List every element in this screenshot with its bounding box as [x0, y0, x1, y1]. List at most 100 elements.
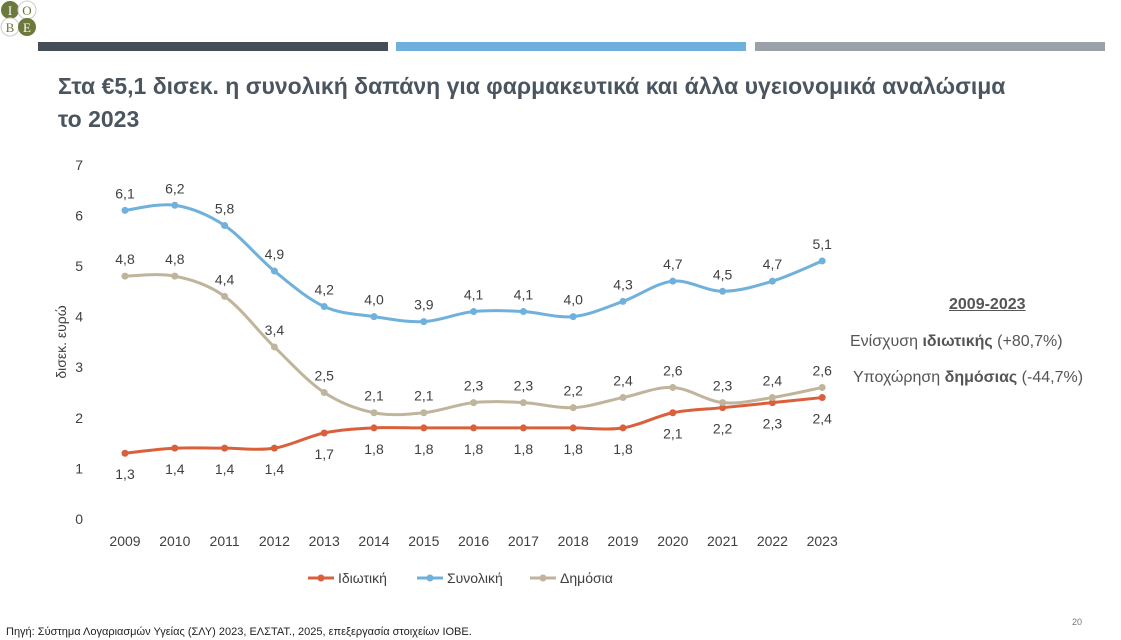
data-label: 4,8 [115, 251, 135, 267]
data-label: 4,8 [165, 251, 185, 267]
data-point [171, 201, 179, 209]
data-point [619, 424, 627, 432]
y-tick-label: 3 [75, 359, 83, 375]
x-tick-label: 2012 [259, 533, 290, 549]
y-tick-label: 6 [75, 207, 83, 223]
x-tick-label: 2023 [807, 533, 838, 549]
header-bar-3 [755, 42, 1105, 51]
data-label: 4,7 [763, 256, 783, 272]
data-label: 4,1 [514, 287, 534, 303]
data-label: 2,3 [763, 416, 783, 432]
data-label: 6,2 [165, 180, 185, 196]
y-tick-label: 0 [75, 511, 83, 527]
data-point [320, 429, 328, 437]
data-label: 2,2 [713, 421, 733, 437]
data-label: 4,5 [713, 266, 733, 282]
data-label: 1,8 [364, 441, 384, 457]
data-label: 2,1 [414, 388, 434, 404]
x-tick-label: 2013 [309, 533, 340, 549]
data-label: 3,4 [265, 322, 285, 338]
data-label: 1,7 [314, 446, 334, 462]
data-label: 4,7 [663, 256, 683, 272]
data-point [420, 318, 428, 326]
data-point [270, 343, 278, 351]
data-point [719, 399, 727, 407]
svg-text:O: O [22, 3, 31, 18]
data-point [370, 409, 378, 417]
data-point [121, 272, 129, 280]
data-point [320, 302, 328, 310]
data-label: 1,8 [464, 441, 484, 457]
y-tick-label: 1 [75, 460, 83, 476]
data-label: 2,3 [713, 378, 733, 394]
x-tick-label: 2009 [109, 533, 140, 549]
data-label: 3,9 [414, 297, 434, 313]
data-label: 1,4 [265, 461, 285, 477]
data-point [669, 383, 677, 391]
data-label: 1,8 [563, 441, 583, 457]
x-tick-label: 2017 [508, 533, 539, 549]
y-axis-label: δισεκ. ευρώ [53, 305, 69, 378]
data-point [370, 424, 378, 432]
side-note-public: Υποχώρηση δημόσιας (-44,7%) [853, 369, 1084, 386]
side-note-private: Ενίσχυση ιδιωτικής (+80,7%) [850, 333, 1063, 350]
data-point [470, 424, 478, 432]
x-tick-label: 2020 [657, 533, 688, 549]
data-point [270, 444, 278, 452]
data-label: 2,3 [514, 378, 534, 394]
y-tick-label: 2 [75, 410, 83, 426]
data-label: 2,4 [763, 373, 783, 389]
data-point [171, 444, 179, 452]
side-heading: 2009-2023 [949, 296, 1026, 313]
data-label: 2,6 [663, 362, 683, 378]
data-point [669, 277, 677, 285]
series-line-1 [124, 203, 823, 324]
y-tick-label: 7 [75, 157, 83, 173]
data-label: 4,0 [563, 292, 583, 308]
data-label: 1,4 [215, 461, 235, 477]
legend-label: Ιδιωτική [338, 570, 387, 586]
data-point [818, 257, 826, 265]
data-point [121, 206, 129, 214]
header-bar-2 [396, 42, 746, 51]
data-label: 2,1 [663, 426, 683, 442]
data-point [270, 267, 278, 275]
data-point [519, 424, 527, 432]
y-tick-label: 4 [75, 309, 83, 325]
data-label: 1,8 [514, 441, 534, 457]
data-point [669, 409, 677, 417]
legend-marker [426, 574, 434, 582]
data-point [768, 394, 776, 402]
x-tick-label: 2016 [458, 533, 489, 549]
data-point [121, 449, 129, 457]
legend-label: Δημόσια [560, 570, 613, 586]
legend-label: Συνολική [447, 570, 503, 586]
x-tick-label: 2019 [607, 533, 638, 549]
svg-text:E: E [23, 20, 31, 35]
data-point [470, 399, 478, 407]
data-label: 1,3 [115, 466, 135, 482]
svg-text:B: B [6, 20, 15, 35]
data-label: 2,2 [563, 383, 583, 399]
source-note: Πηγή: Σύστημα Λογαριασμών Υγείας (ΣΛΥ) 2… [6, 626, 472, 638]
y-tick-label: 5 [75, 258, 83, 274]
data-point [569, 424, 577, 432]
data-point [171, 272, 179, 280]
data-point [420, 409, 428, 417]
svg-text:I: I [8, 3, 12, 18]
data-label: 2,4 [613, 373, 633, 389]
data-label: 4,9 [265, 246, 285, 262]
data-label: 5,1 [812, 236, 832, 252]
data-point [370, 313, 378, 321]
page-number: 20 [1072, 617, 1083, 627]
data-label: 1,8 [414, 441, 434, 457]
data-point [818, 383, 826, 391]
data-point [719, 404, 727, 412]
page-title: Στα €5,1 δισεκ. η συνολική δαπάνη για φα… [58, 73, 1006, 132]
header-bar-1 [38, 42, 388, 51]
data-label: 2,6 [812, 362, 832, 378]
data-point [719, 287, 727, 295]
data-point [818, 394, 826, 402]
data-label: 1,4 [165, 461, 185, 477]
